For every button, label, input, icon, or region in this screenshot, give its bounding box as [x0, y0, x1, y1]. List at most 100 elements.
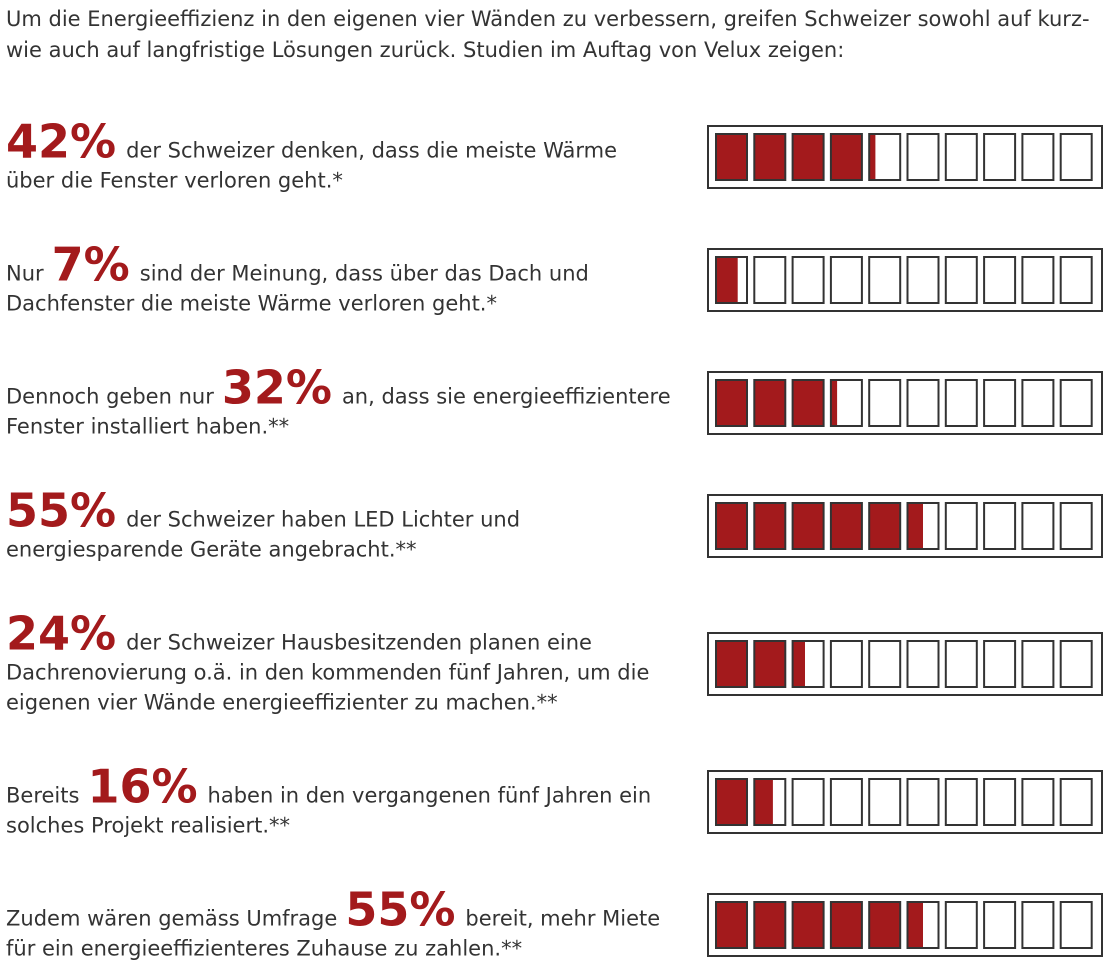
cell: [1021, 640, 1055, 688]
cell: [715, 256, 748, 304]
bar-fill: [716, 902, 923, 948]
cell: [1021, 256, 1055, 304]
cell: [944, 901, 978, 949]
bar-frame: [707, 125, 1103, 189]
cell: [791, 256, 825, 304]
stat-description: der Schweizer denken, dass die meiste Wä…: [6, 138, 618, 193]
intro-text: Um die Energieeffizienz in den eigenen v…: [6, 7, 1090, 62]
cell: [906, 133, 940, 181]
bar-fill: [716, 380, 838, 426]
stat-row: Bereits 16% haben in den vergangenen fünf …: [0, 752, 1110, 852]
cell: [1021, 502, 1055, 550]
cell: [906, 901, 940, 949]
cell: [753, 133, 787, 181]
bar-frame: [707, 893, 1103, 957]
cell: [829, 133, 863, 181]
stat-description: haben in den vergangenen fünf Jahren ein…: [6, 783, 652, 838]
stat-text: Dennoch geben nur 32% an, dass sie energie…: [6, 365, 671, 442]
cell: [944, 778, 978, 826]
stat-text: 55% der Schweizer haben LED Lichter und e…: [6, 488, 671, 565]
stat-value: 7%: [51, 237, 130, 292]
cell: [1021, 379, 1055, 427]
bar-fill: [716, 134, 876, 180]
cell: [944, 502, 978, 550]
stat-prefix: Dennoch geben nur: [6, 384, 214, 409]
cell: [944, 640, 978, 688]
stat-row: 24% der Schweizer Hausbesitzenden planen …: [0, 611, 1110, 715]
stat-row: Nur 7% sind der Meinung, dass über das Dac…: [0, 230, 1110, 330]
cell: [829, 256, 863, 304]
cell-bar: [707, 770, 1103, 834]
cell: [906, 256, 940, 304]
cell: [906, 778, 940, 826]
cell: [753, 640, 787, 688]
stat-value: 32%: [221, 360, 332, 415]
cell: [868, 379, 902, 427]
stat-value: 24%: [6, 606, 117, 661]
cell: [1021, 778, 1055, 826]
cell: [715, 502, 748, 550]
stat-prefix: Nur: [6, 261, 44, 286]
cell: [868, 640, 902, 688]
stat-value: 55%: [6, 483, 117, 538]
cell: [906, 640, 940, 688]
cell: [983, 256, 1017, 304]
cell: [753, 901, 787, 949]
cell: [715, 640, 748, 688]
cell: [753, 256, 787, 304]
cell: [983, 133, 1017, 181]
bar-frame: [707, 632, 1103, 696]
cell: [1021, 901, 1055, 949]
bar-frame: [707, 770, 1103, 834]
cell: [983, 778, 1017, 826]
cell: [753, 502, 787, 550]
bar-fill: [716, 779, 773, 825]
cell: [868, 133, 902, 181]
cell: [1059, 778, 1093, 826]
cell: [1059, 256, 1093, 304]
cell: [829, 778, 863, 826]
cell: [1059, 502, 1093, 550]
stat-row: Zudem wären gemäss Umfrage 55% bereit, meh…: [0, 875, 1110, 975]
cell-bar: [707, 893, 1103, 957]
stat-description: an, dass sie energieeffizientere Fenster…: [6, 384, 671, 439]
cell-bar: [707, 632, 1103, 696]
cell: [715, 133, 748, 181]
cell: [983, 901, 1017, 949]
cell: [1059, 901, 1093, 949]
cell: [944, 256, 978, 304]
cell: [1059, 379, 1093, 427]
cell: [868, 502, 902, 550]
cell: [753, 379, 787, 427]
cell: [753, 778, 787, 826]
cell: [715, 778, 748, 826]
cell: [829, 379, 863, 427]
stat-row: Dennoch geben nur 32% an, dass sie energie…: [0, 353, 1110, 453]
stat-text: 42% der Schweizer denken, dass die meiste…: [6, 119, 671, 196]
cell-bar: [707, 494, 1103, 558]
cell: [791, 502, 825, 550]
bar-fill: [716, 503, 923, 549]
cell: [829, 901, 863, 949]
cell: [944, 379, 978, 427]
stat-text: Bereits 16% haben in den vergangenen fünf …: [6, 764, 671, 841]
cell: [868, 778, 902, 826]
cell: [791, 640, 825, 688]
stat-value: 42%: [6, 114, 117, 169]
cell-bar: [707, 371, 1103, 435]
stat-prefix: Bereits: [6, 783, 80, 808]
stat-text: 24% der Schweizer Hausbesitzenden planen …: [6, 611, 671, 718]
cell: [791, 901, 825, 949]
cell: [1021, 133, 1055, 181]
stat-description: der Schweizer haben LED Lichter und ener…: [6, 507, 521, 562]
cell: [791, 379, 825, 427]
cell: [983, 640, 1017, 688]
cell: [791, 778, 825, 826]
cell: [829, 640, 863, 688]
stat-value: 16%: [87, 759, 198, 814]
stat-description: sind der Meinung, dass über das Dach und…: [6, 261, 589, 316]
stat-prefix: Zudem wären gemäss Umfrage: [6, 906, 338, 931]
bar-frame: [707, 494, 1103, 558]
cell: [829, 502, 863, 550]
